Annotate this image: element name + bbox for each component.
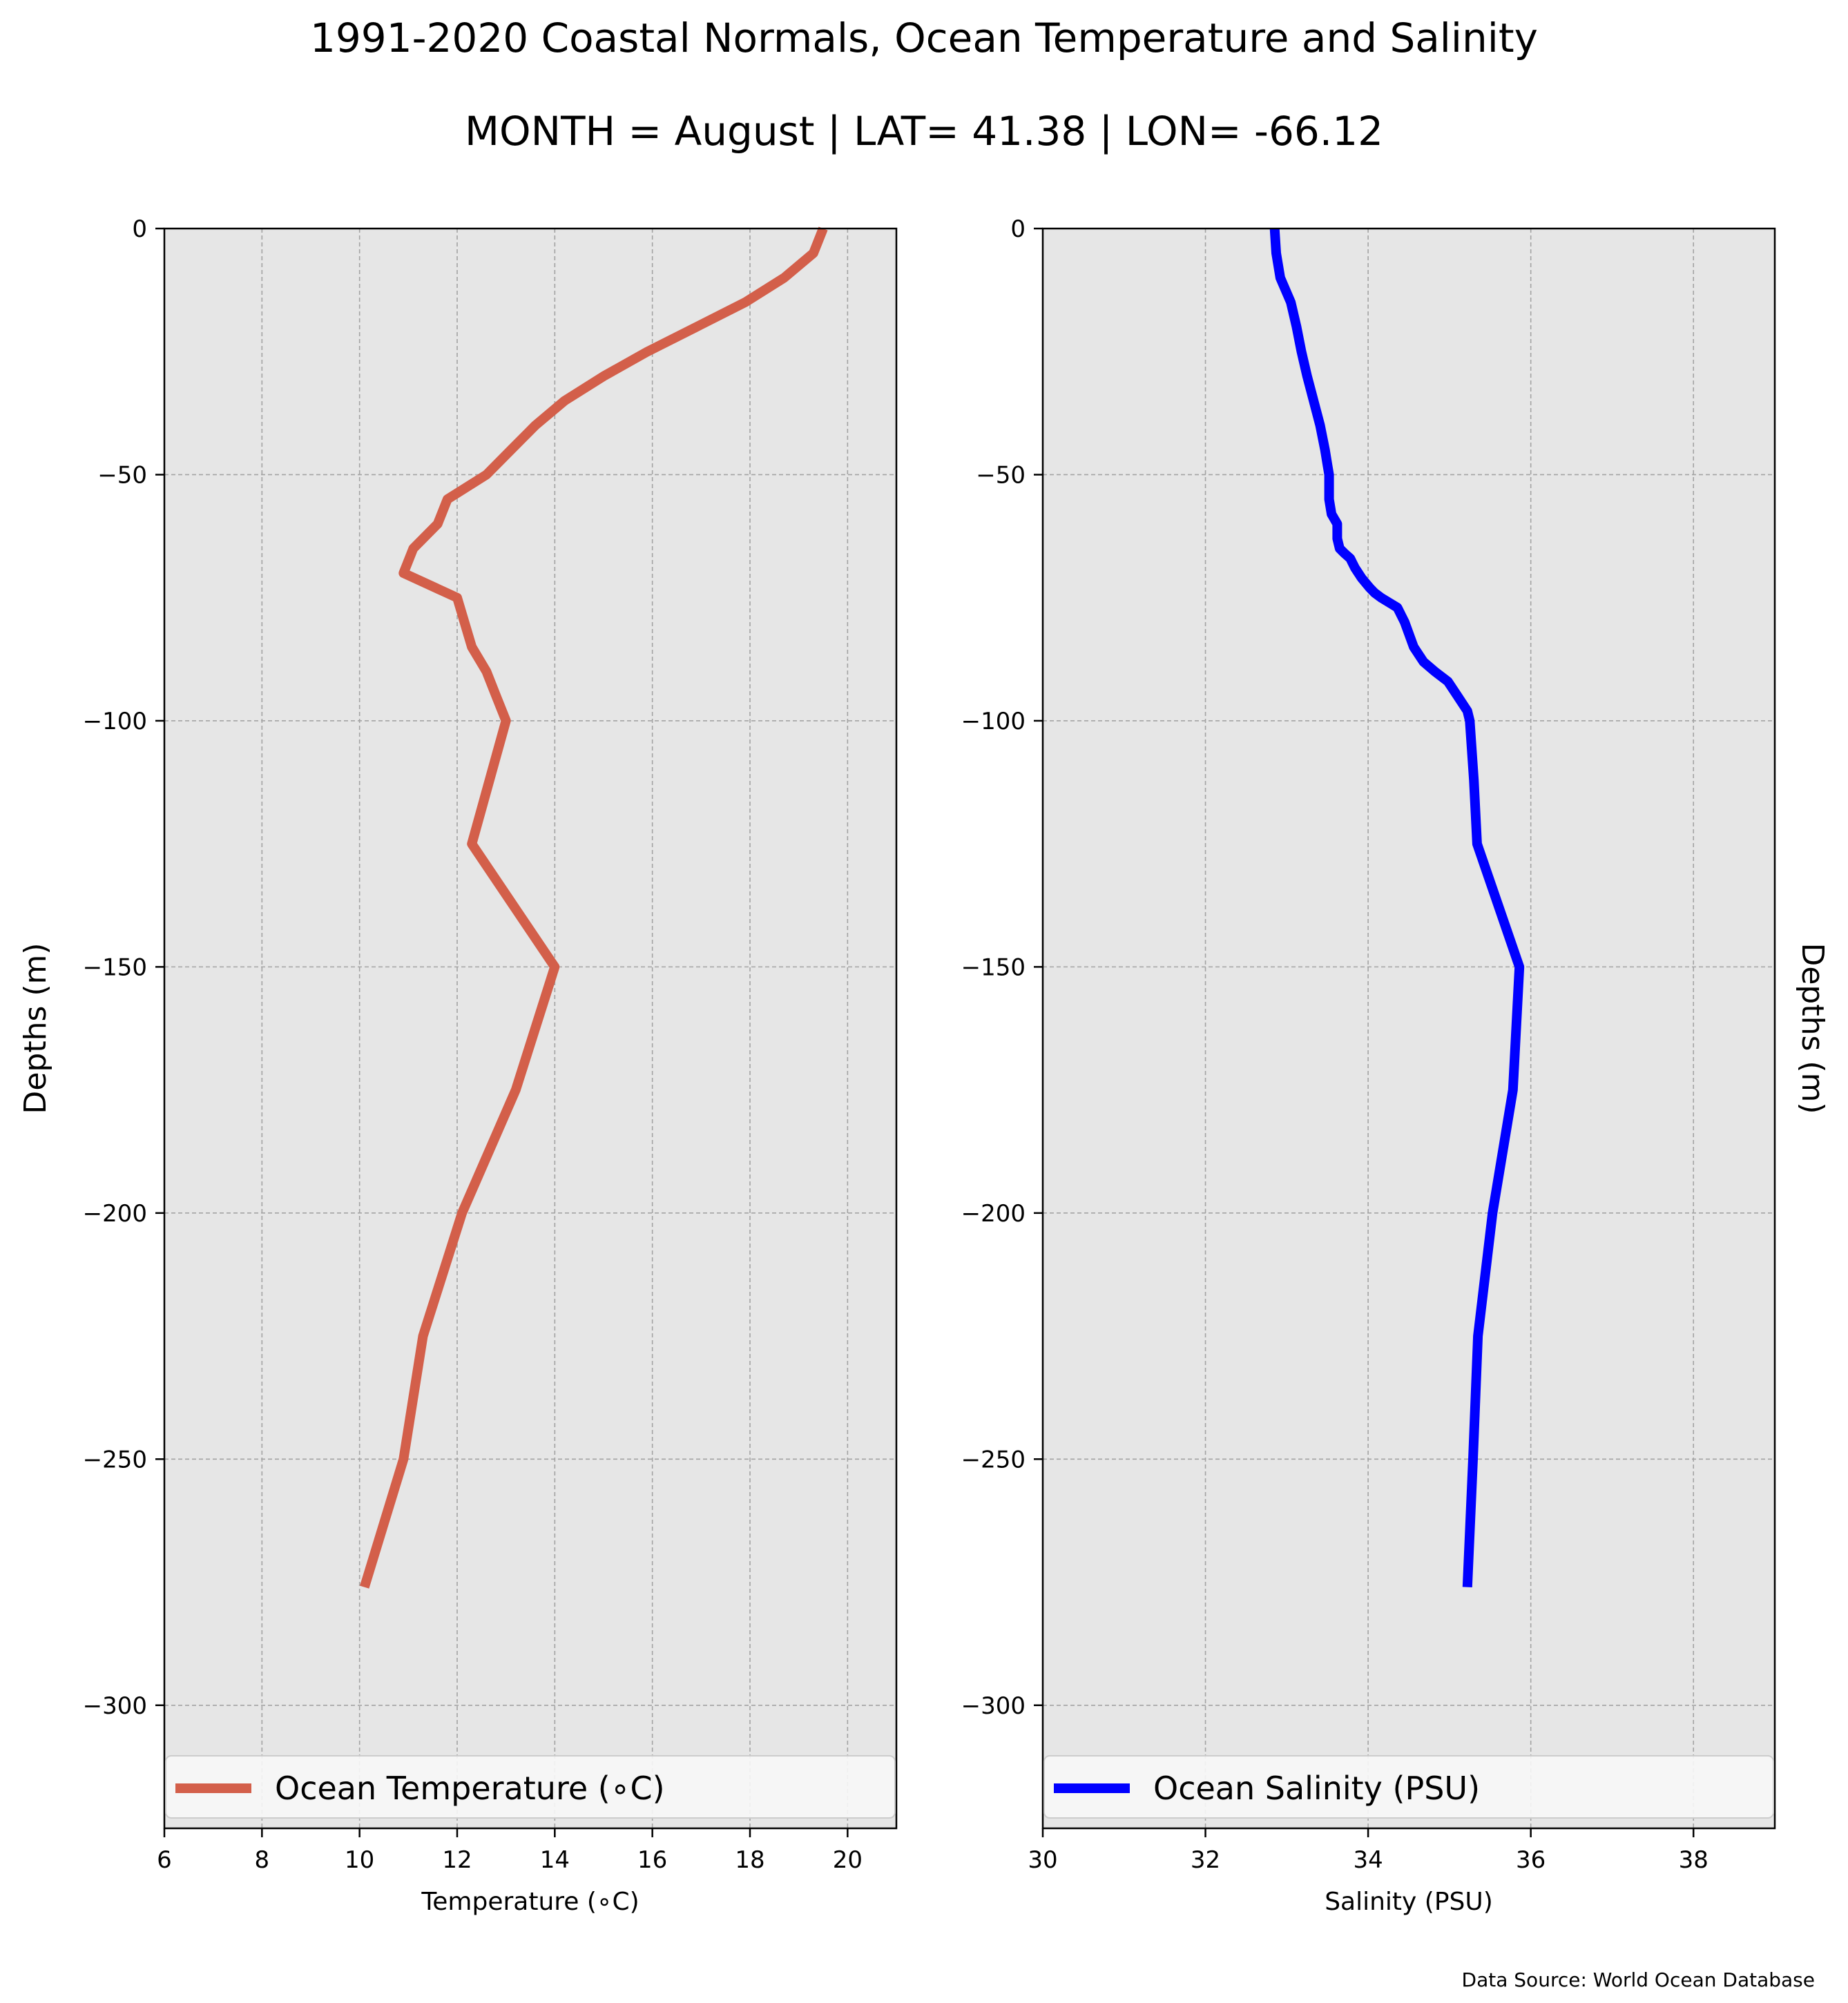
y-axis-label: Depths (m) — [1795, 942, 1830, 1114]
temperature-panel: 6 8 10 12 14 16 18 20 0 −50 −100 −150 −200 −250 −300 Te… — [18, 215, 898, 1916]
salinity-panel: 30 32 34 36 38 0 −50 −100 −150 −200 −250 −300 Salini… — [961, 215, 1830, 1916]
series-line-0 — [360, 226, 828, 1589]
y-tick-label: −200 — [83, 1200, 147, 1228]
x-tick-label: 12 — [442, 1846, 472, 1874]
y-tick-label: −250 — [83, 1446, 147, 1473]
x-tick-label: 20 — [833, 1846, 863, 1874]
y-tick-label: −250 — [961, 1446, 1026, 1473]
y-tick-label: 0 — [132, 215, 147, 243]
y-tick-label: −50 — [976, 461, 1026, 489]
y-tick-label: 0 — [1010, 215, 1026, 243]
data-source-note: Data Source: World Ocean Database — [1462, 1968, 1815, 1991]
x-axis-label: Temperature (∘C) — [421, 1888, 639, 1916]
y-tick-label: −150 — [83, 954, 147, 981]
x-tick-label: 14 — [540, 1846, 570, 1874]
y-tick-label: −100 — [961, 708, 1026, 735]
x-tick-label: 6 — [157, 1846, 172, 1874]
x-axis-label: Salinity (PSU) — [1325, 1888, 1493, 1916]
axes-frame — [1041, 227, 1776, 1830]
x-tick-label: 10 — [345, 1846, 374, 1874]
x-tick-label: 8 — [255, 1846, 270, 1874]
legend-label: Ocean Temperature (∘C) — [275, 1770, 665, 1807]
y-tick-label: −50 — [97, 461, 147, 489]
x-tick-label: 34 — [1353, 1846, 1383, 1874]
y-axis-label: Depths (m) — [18, 942, 53, 1114]
y-tick-label: −300 — [961, 1692, 1026, 1720]
y-tick-label: −300 — [83, 1692, 147, 1720]
legend-box — [1043, 1755, 1774, 1819]
legend-box — [165, 1755, 896, 1819]
y-tick-label: −100 — [83, 708, 147, 735]
series-line-0 — [1269, 228, 1525, 1588]
x-tick-label: 36 — [1516, 1846, 1546, 1874]
x-tick-label: 18 — [735, 1846, 764, 1874]
legend: Ocean Temperature (∘C) — [165, 1755, 896, 1819]
chart-title: 1991-2020 Coastal Normals, Ocean Tempera… — [310, 14, 1538, 61]
y-tick-label: −200 — [961, 1200, 1026, 1228]
legend-label: Ocean Salinity (PSU) — [1153, 1770, 1480, 1807]
y-tick-label: −150 — [961, 954, 1026, 981]
legend: Ocean Salinity (PSU) — [1043, 1755, 1774, 1819]
plot-background — [1043, 229, 1775, 1828]
x-tick-label: 38 — [1679, 1846, 1709, 1874]
x-tick-label: 30 — [1028, 1846, 1057, 1874]
x-tick-label: 32 — [1191, 1846, 1220, 1874]
chart-subtitle: MONTH = August | LAT= 41.38 | LON= -66.1… — [465, 108, 1383, 155]
axes-frame — [163, 227, 898, 1830]
x-tick-label: 16 — [637, 1846, 667, 1874]
